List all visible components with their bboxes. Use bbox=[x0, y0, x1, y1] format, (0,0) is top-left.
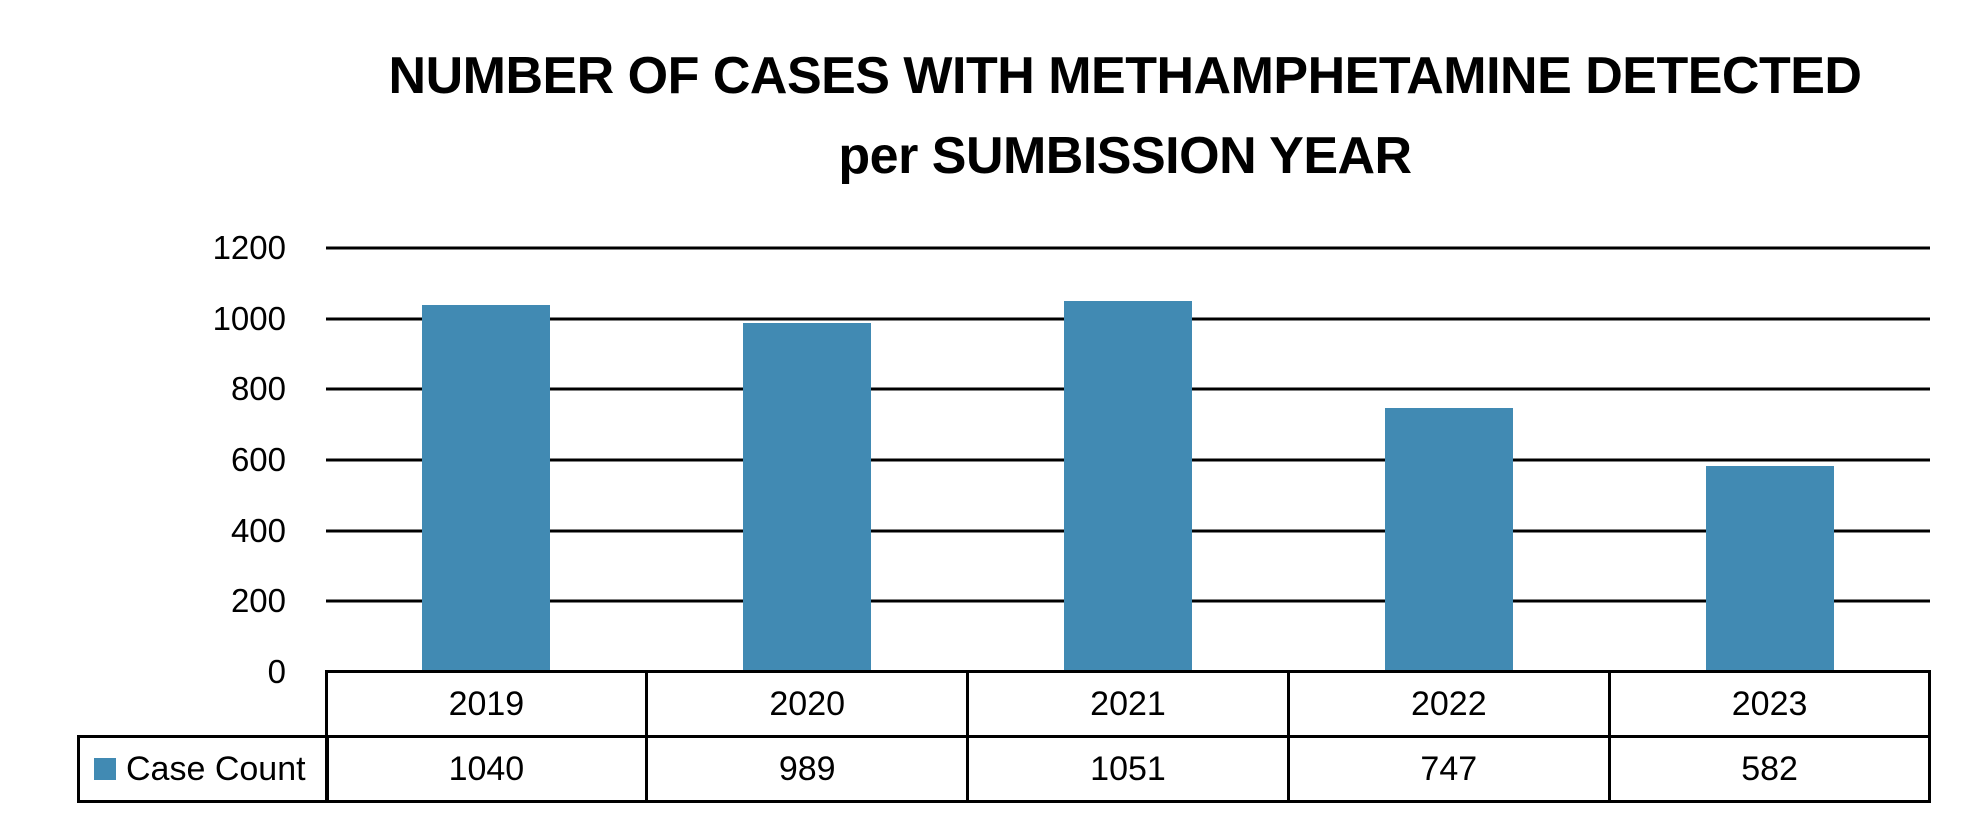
table-header-cell: 2021 bbox=[966, 670, 1290, 738]
bar-2023 bbox=[1705, 466, 1834, 672]
table-value-cell: 989 bbox=[645, 735, 970, 803]
bar-2020 bbox=[743, 322, 872, 672]
bar-2022 bbox=[1384, 408, 1513, 672]
y-tick-label: 800 bbox=[230, 370, 286, 408]
table-value-cell: 747 bbox=[1286, 735, 1611, 803]
table-header-cell: 2023 bbox=[1607, 670, 1932, 738]
table-header-cell: 2022 bbox=[1286, 670, 1611, 738]
plot-area bbox=[326, 246, 1930, 672]
bar-2021 bbox=[1064, 300, 1192, 672]
table-header-cell: 2019 bbox=[324, 670, 649, 738]
table-header-cell: 2020 bbox=[645, 670, 970, 738]
legend-cell: Case Count bbox=[77, 735, 329, 803]
y-tick-label: 1000 bbox=[212, 299, 286, 337]
table-value-cell: 582 bbox=[1607, 735, 1932, 803]
chart-title: NUMBER OF CASES WITH METHAMPHETAMINE DET… bbox=[330, 36, 1920, 196]
legend-swatch-icon bbox=[94, 758, 116, 780]
bar-2019 bbox=[422, 304, 551, 672]
chart-title-line-1: NUMBER OF CASES WITH METHAMPHETAMINE DET… bbox=[388, 47, 1862, 105]
y-tick-label: 400 bbox=[230, 511, 286, 549]
gridline-1200 bbox=[326, 246, 1930, 250]
y-tick-label: 1200 bbox=[212, 229, 286, 266]
y-tick-label: 0 bbox=[267, 653, 286, 690]
legend-label: Case Count bbox=[126, 749, 306, 788]
table-value-cell: 1051 bbox=[966, 735, 1290, 803]
y-tick-label: 200 bbox=[230, 582, 286, 620]
chart-title-line-2: per SUMBISSION YEAR bbox=[838, 127, 1412, 185]
y-tick-label: 600 bbox=[230, 441, 286, 478]
table-value-cell: 1040 bbox=[324, 735, 649, 803]
